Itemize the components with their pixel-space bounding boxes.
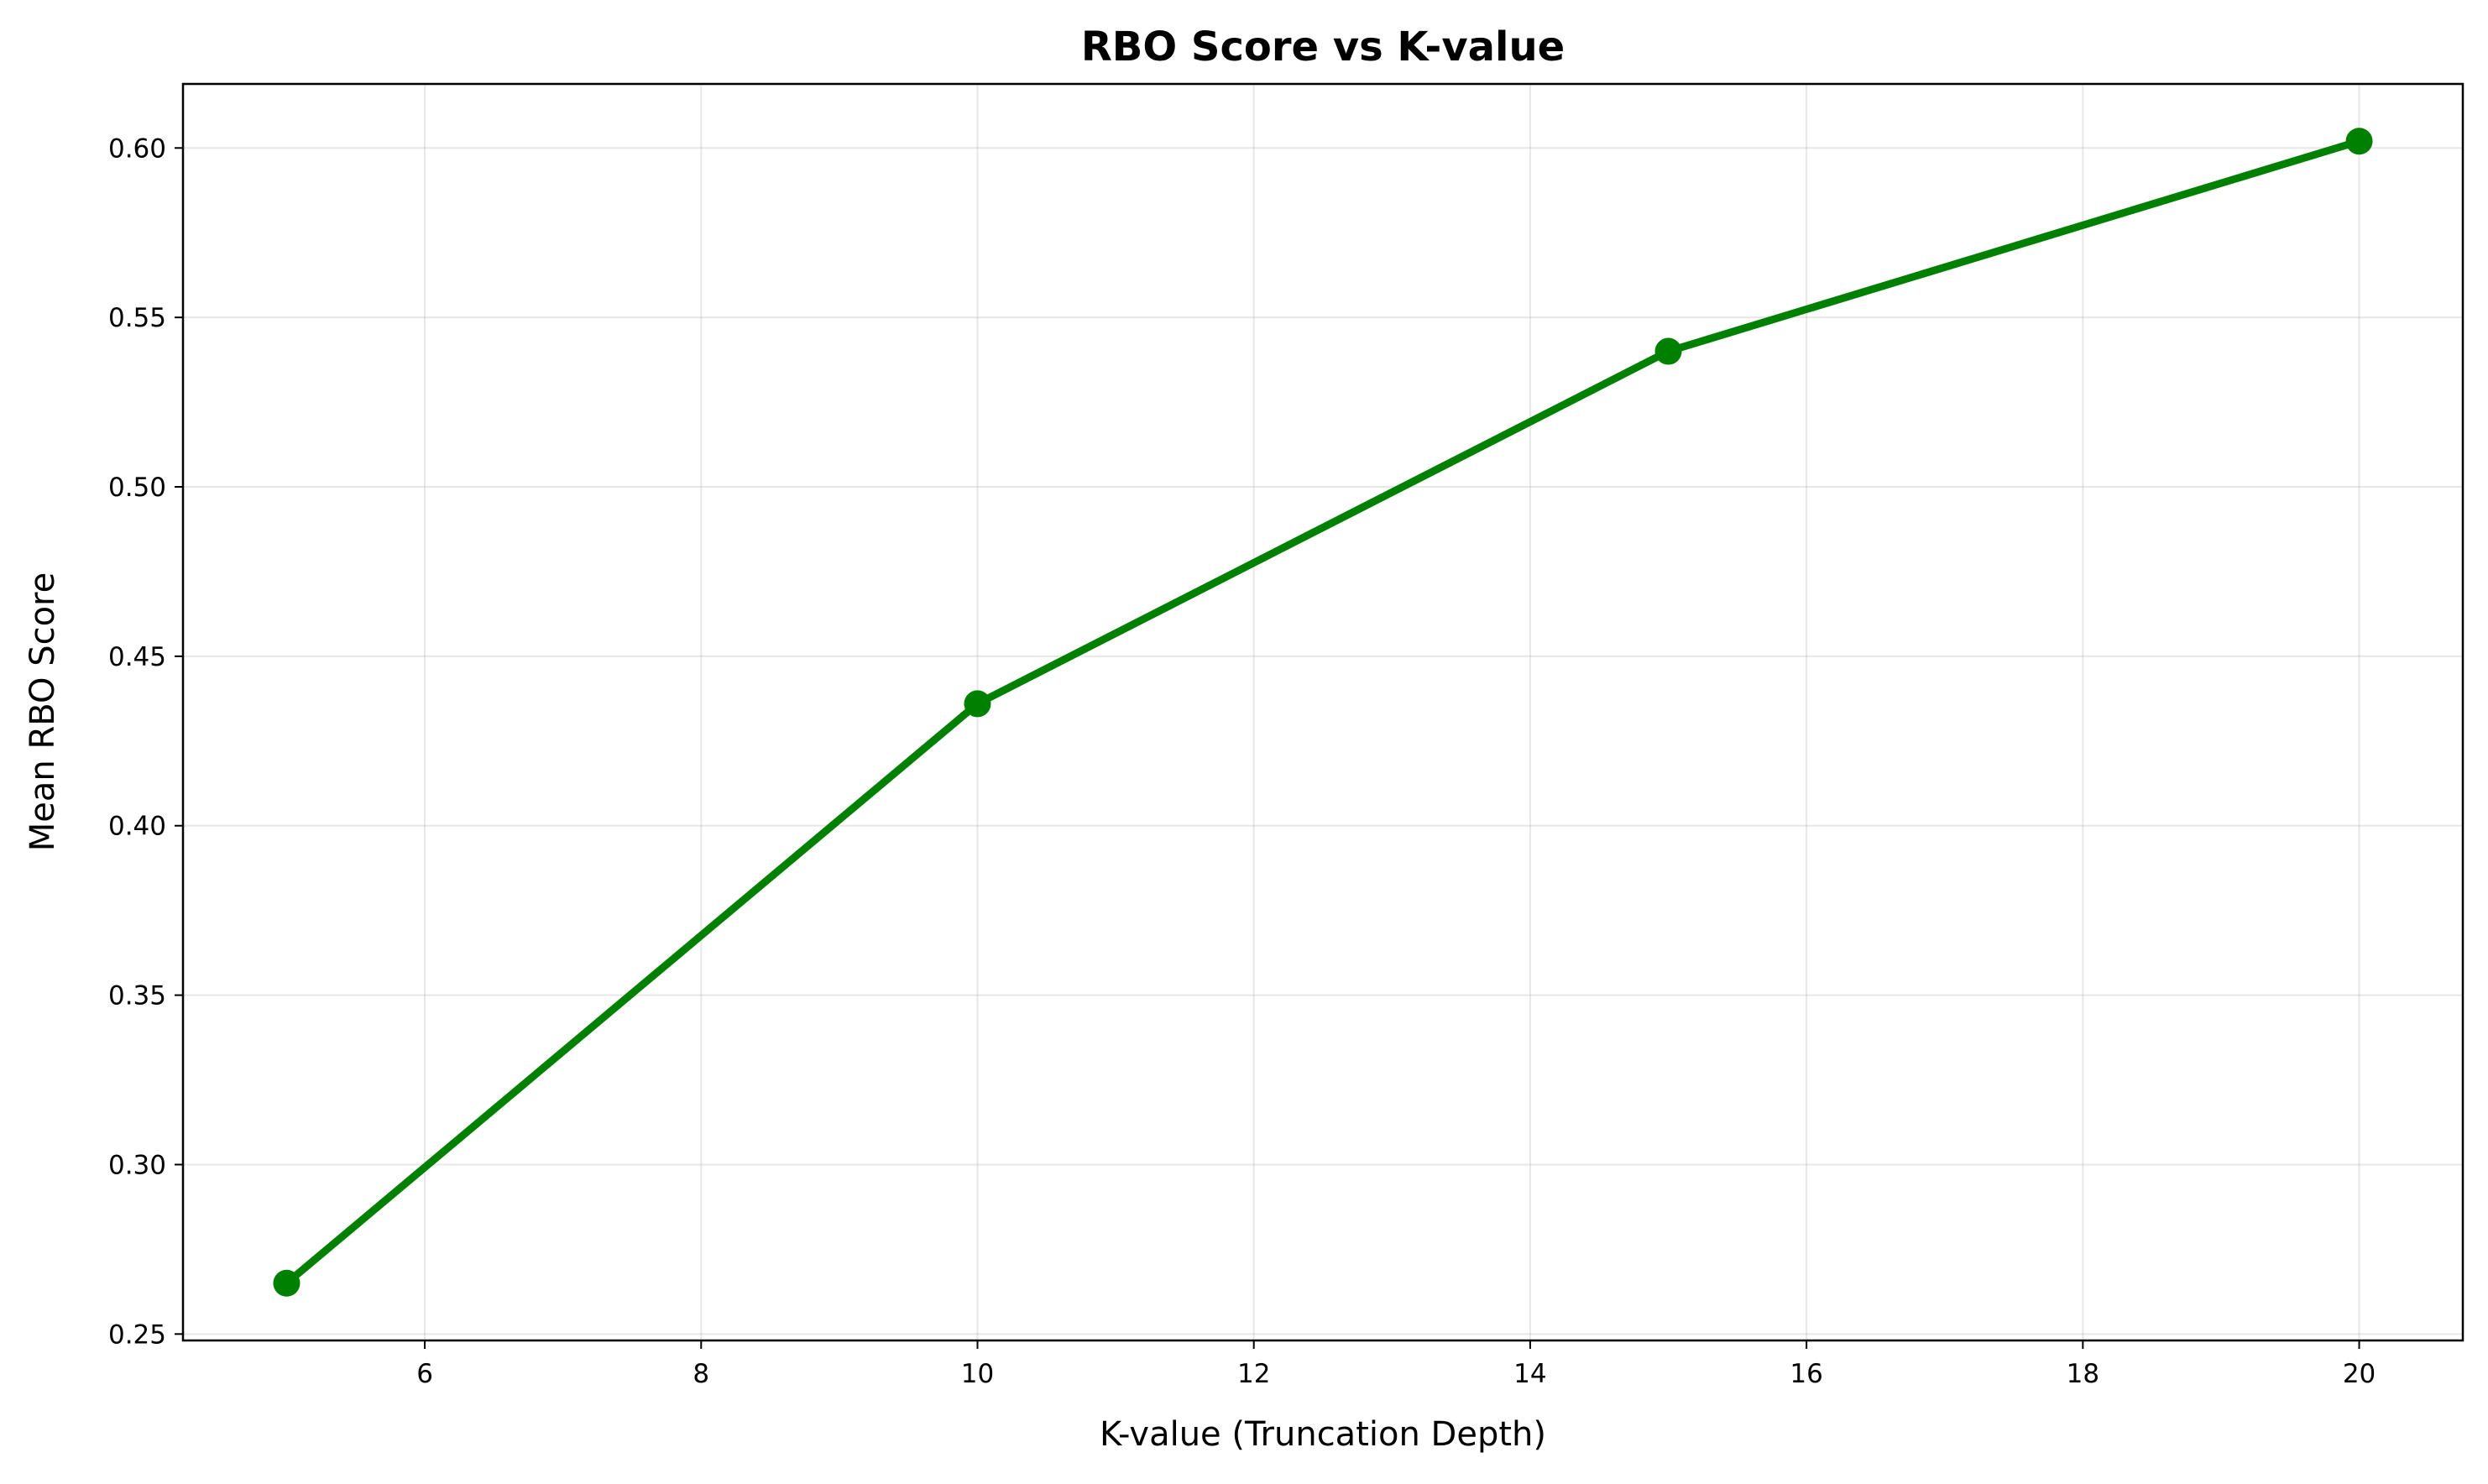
x-tick-label: 14 [1513, 1359, 1546, 1389]
data-point-k-5 [273, 1269, 301, 1297]
x-tick-label: 6 [416, 1359, 433, 1389]
x-tick-label: 8 [693, 1359, 709, 1389]
y-tick-label: 0.45 [108, 642, 166, 672]
x-axis-label: K-value (Truncation Depth) [1100, 1415, 1546, 1454]
y-tick-label: 0.40 [108, 812, 166, 842]
series-line [284, 137, 2360, 1287]
x-tick-label: 16 [1790, 1359, 1822, 1389]
data-point-k-20 [2345, 128, 2373, 155]
x-tick-label: 10 [961, 1359, 994, 1389]
y-tick-label: 0.35 [108, 981, 166, 1011]
x-tick-label: 18 [2067, 1359, 2099, 1389]
chart-title: RBO Score vs K-value [1081, 24, 1565, 71]
data-point-k-15 [1654, 337, 1682, 365]
y-tick-label: 0.60 [108, 133, 166, 164]
grid-layer [183, 84, 2463, 1340]
x-tick-label: 12 [1237, 1359, 1270, 1389]
y-tick-label: 0.25 [108, 1319, 166, 1350]
data-point-k-10 [964, 690, 991, 718]
y-tick-label: 0.55 [108, 303, 166, 333]
tick-layer: 6 8 10 12 14 16 18 20 0.25 0.30 0.35 0.40 0.45 0.50 0.… [108, 133, 2376, 1389]
axes-frame [181, 82, 2464, 1342]
y-tick-label: 0.50 [108, 473, 166, 503]
y-tick-label: 0.30 [108, 1150, 166, 1180]
x-tick-label: 20 [2343, 1359, 2376, 1389]
y-axis-label: Mean RBO Score [24, 572, 62, 851]
series-layer [273, 128, 2373, 1297]
plot-frame [181, 82, 2464, 1342]
